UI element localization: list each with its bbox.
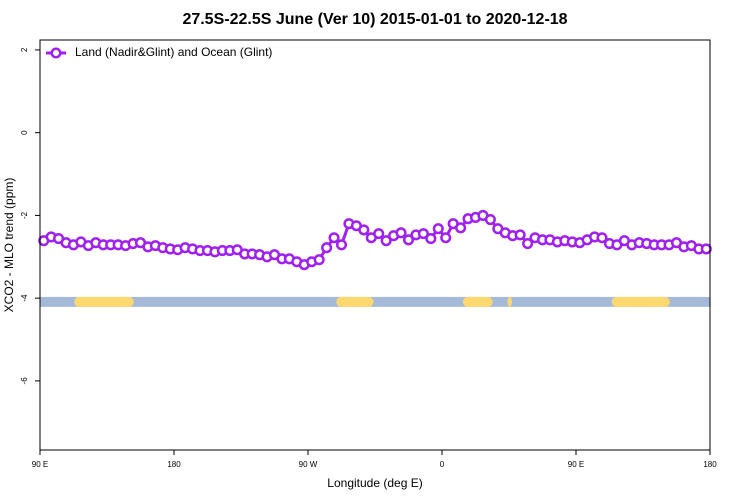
land-segment <box>507 296 512 307</box>
data-point <box>373 228 385 240</box>
data-point <box>380 235 392 247</box>
data-point <box>440 232 452 244</box>
x-tick-label: 90 E <box>568 460 584 469</box>
land-segment <box>611 296 670 307</box>
data-point <box>417 228 429 240</box>
data-point <box>522 238 534 250</box>
x-tick-label: 0 <box>440 460 445 469</box>
data-point <box>432 223 444 235</box>
x-tick-label: 180 <box>167 460 181 469</box>
data-point <box>484 214 496 226</box>
data-point <box>425 233 437 245</box>
data-point <box>395 227 407 239</box>
data-point <box>321 242 333 254</box>
data-point <box>402 234 415 246</box>
y-tick-label: 2 <box>20 47 29 52</box>
land-segment <box>74 296 134 307</box>
y-tick-label: 0 <box>20 130 29 135</box>
land-segment <box>462 296 493 307</box>
x-tick-label: 90 E <box>32 460 48 469</box>
data-point <box>313 254 325 266</box>
x-tick-label: 90 W <box>299 460 318 469</box>
data-point <box>455 222 467 234</box>
y-tick-label: -6 <box>20 377 29 385</box>
legend-marker <box>50 47 62 59</box>
data-point <box>700 243 712 255</box>
plot-frame <box>39 39 711 451</box>
y-axis-label: XCO2 - MLO trend (ppm) <box>2 178 16 313</box>
y-tick-label: -2 <box>20 211 29 219</box>
data-point <box>596 232 608 244</box>
x-axis-label: Longitude (deg E) <box>327 476 422 490</box>
land-segment <box>336 296 374 307</box>
x-tick-label: 180 <box>703 460 717 469</box>
legend-label: Land (Nadir&Glint) and Ocean (Glint) <box>75 45 272 59</box>
chart-title: 27.5S-22.5S June (Ver 10) 2015-01-01 to … <box>182 11 567 28</box>
data-point <box>514 229 526 241</box>
data-point <box>328 232 340 244</box>
data-point <box>358 224 370 236</box>
ocean-band <box>40 296 710 307</box>
data-point <box>335 239 348 251</box>
y-tick-label: -4 <box>20 294 29 302</box>
